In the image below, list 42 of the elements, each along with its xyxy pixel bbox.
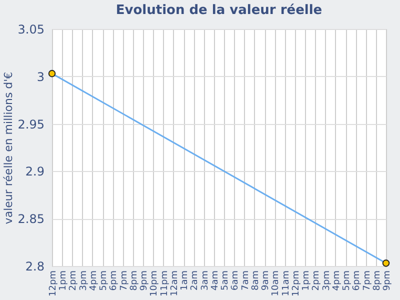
x-tick-label: 7pm [362, 270, 372, 291]
x-tick-label: 9am [261, 270, 272, 291]
y-axis-title: valeur réelle en millions d'€ [2, 72, 15, 224]
x-tick-label: 5pm [99, 270, 110, 291]
x-tick-label: 1am [180, 270, 190, 291]
x-tick-label: 3pm [322, 270, 332, 291]
y-tick-label: 3 [36, 70, 44, 84]
x-tick-label: 11am [281, 270, 292, 296]
x-tick-label: 10am [271, 270, 282, 296]
x-tick-label: 9pm [140, 270, 150, 291]
x-tick-label: 7am [240, 270, 251, 291]
x-tick-label: 4pm [88, 270, 99, 291]
x-tick-label: 8am [250, 270, 261, 291]
x-tick-label: 8pm [129, 270, 140, 291]
y-tick-label: 3.05 [18, 22, 44, 36]
x-tick-label: 6pm [109, 270, 120, 291]
y-tick-label: 2.85 [18, 212, 44, 226]
x-tick-label: 12pm [48, 270, 58, 296]
y-tick-label: 2.9 [25, 164, 44, 179]
x-tick-label: 1pm [58, 270, 69, 291]
chart-title: Evolution de la valeur réelle [116, 3, 322, 18]
y-tick-label: 2.95 [18, 117, 44, 132]
x-tick-label: 5pm [342, 270, 352, 291]
x-tick-label: 5am [220, 270, 231, 291]
x-tick-label: 6am [230, 270, 241, 291]
x-tick-label: 6pm [352, 270, 362, 291]
x-tick-label: 9pm [382, 270, 392, 291]
x-tick-label: 2pm [68, 270, 79, 291]
x-tick-label: 8pm [372, 270, 382, 291]
x-tick-label: 10pm [150, 270, 160, 296]
x-tick-label: 3pm [78, 270, 89, 291]
x-tick-label: 2am [190, 270, 200, 291]
x-tick-label: 2pm [312, 270, 322, 291]
y-tick-label: 2.8 [25, 260, 44, 274]
x-tick-label: 4am [210, 270, 220, 291]
x-tick-label: 1pm [302, 270, 312, 291]
x-tick-label: 11pm [160, 270, 170, 296]
x-tick-label: 3am [200, 270, 210, 291]
x-tick-label: 4pm [332, 270, 342, 291]
x-tick-label: 7pm [119, 270, 130, 291]
x-tick-label: 12am [170, 270, 180, 296]
x-tick-label: 12pm [291, 270, 302, 296]
